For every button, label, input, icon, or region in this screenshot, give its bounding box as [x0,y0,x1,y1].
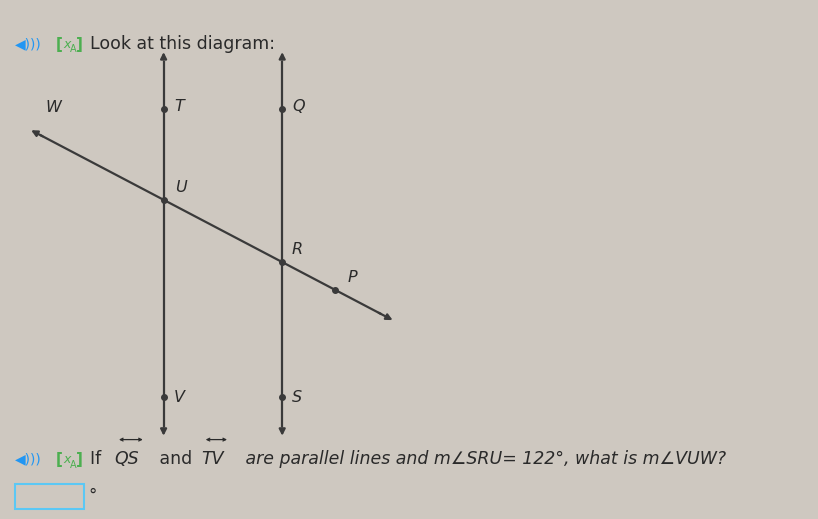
Text: Q: Q [292,99,304,114]
Text: Look at this diagram:: Look at this diagram: [90,35,275,53]
Text: S: S [292,390,302,404]
Text: W: W [45,100,61,115]
Text: QS: QS [115,450,139,468]
Text: P: P [348,270,357,285]
Text: and: and [154,450,197,468]
Text: are parallel lines and m∠SRU= 122°, what is m∠VUW?: are parallel lines and m∠SRU= 122°, what… [240,450,726,468]
Text: U: U [175,180,187,195]
Text: ]: ] [76,452,83,467]
Text: R: R [292,242,303,257]
Text: ]: ] [76,37,83,51]
Text: If: If [90,450,106,468]
Text: x: x [64,37,71,51]
Text: A: A [70,459,77,470]
FancyBboxPatch shape [15,484,84,509]
Text: TV: TV [201,450,224,468]
Text: [: [ [56,452,62,467]
Text: °: ° [88,487,97,504]
Text: V: V [174,390,185,404]
Text: A: A [70,44,77,54]
Text: ◀))): ◀))) [15,37,42,51]
Text: T: T [174,99,184,114]
Text: ◀))): ◀))) [15,453,42,466]
Text: [: [ [56,37,62,51]
Text: x: x [64,453,71,466]
